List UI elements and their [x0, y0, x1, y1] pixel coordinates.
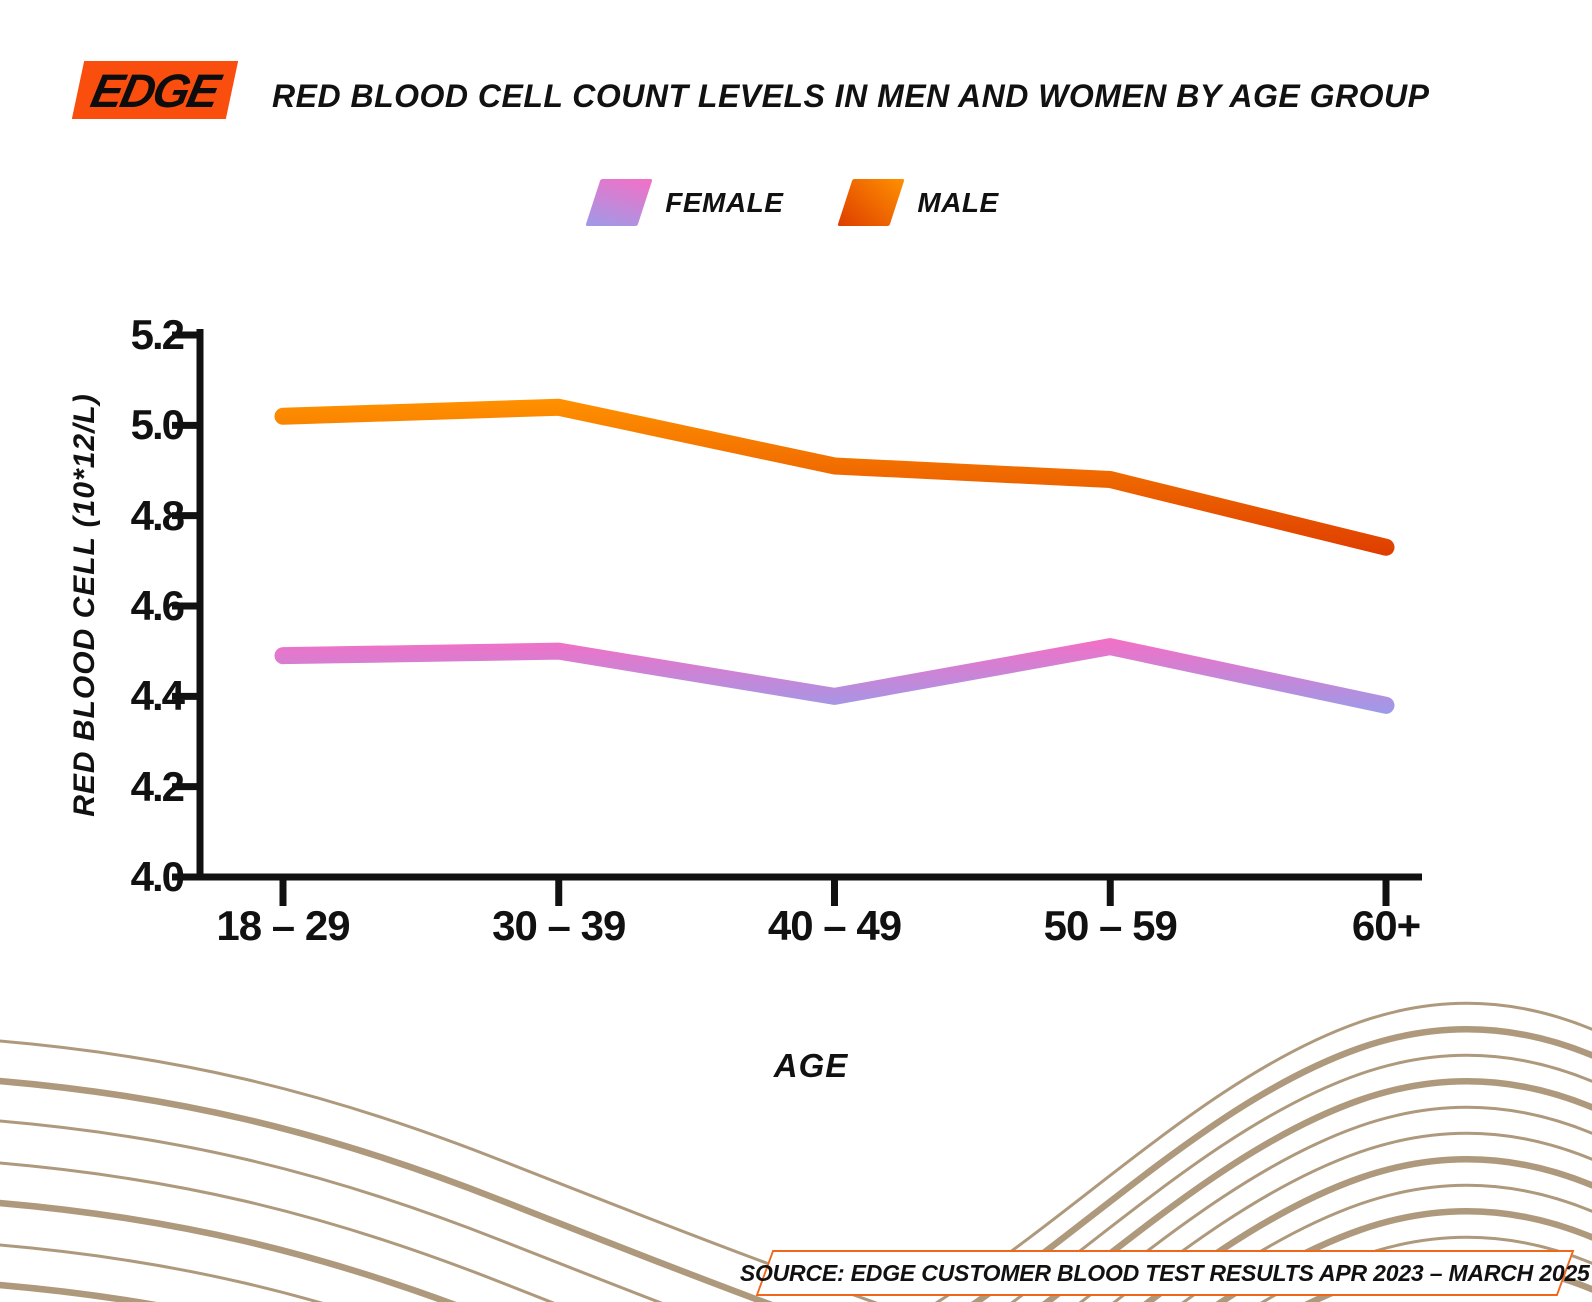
- y-tick-label: 5.2: [130, 311, 185, 358]
- x-tick-label: 50 – 59: [1043, 902, 1178, 949]
- source-text: SOURCE: EDGE CUSTOMER BLOOD TEST RESULTS…: [740, 1259, 1590, 1286]
- y-tick-marks: [172, 331, 200, 881]
- y-tick-label: 5.0: [130, 401, 185, 449]
- x-tick-marks: [279, 877, 1390, 906]
- y-tick-label: 4.6: [130, 582, 185, 629]
- legend-label-male: MALE: [917, 186, 999, 218]
- chart-legend: FEMALE MALE: [0, 179, 1592, 226]
- page-title: RED BLOOD CELL COUNT LEVELS IN MEN AND W…: [272, 78, 1430, 114]
- source-bar: SOURCE: EDGE CUSTOMER BLOOD TEST RESULTS…: [740, 1250, 1590, 1296]
- x-tick-label: 18 – 29: [216, 902, 350, 949]
- legend-label-female: FEMALE: [665, 186, 784, 218]
- female-line: [274, 638, 1395, 714]
- y-tick-label: 4.4: [130, 672, 185, 720]
- y-tick-label: 4.8: [130, 491, 185, 539]
- x-tick-label: 60+: [1351, 902, 1421, 949]
- y-tick-label: 4.2: [130, 762, 185, 810]
- x-axis-title: AGE: [773, 1047, 849, 1084]
- male-line: [274, 398, 1395, 556]
- chart-axes: [172, 329, 1422, 906]
- y-tick-label: 4.0: [130, 853, 185, 900]
- x-tick-label: 30 – 39: [492, 902, 626, 949]
- x-tick-label: 40 – 49: [767, 902, 902, 949]
- legend-item-female: FEMALE: [585, 179, 784, 226]
- legend-item-male: MALE: [837, 179, 999, 226]
